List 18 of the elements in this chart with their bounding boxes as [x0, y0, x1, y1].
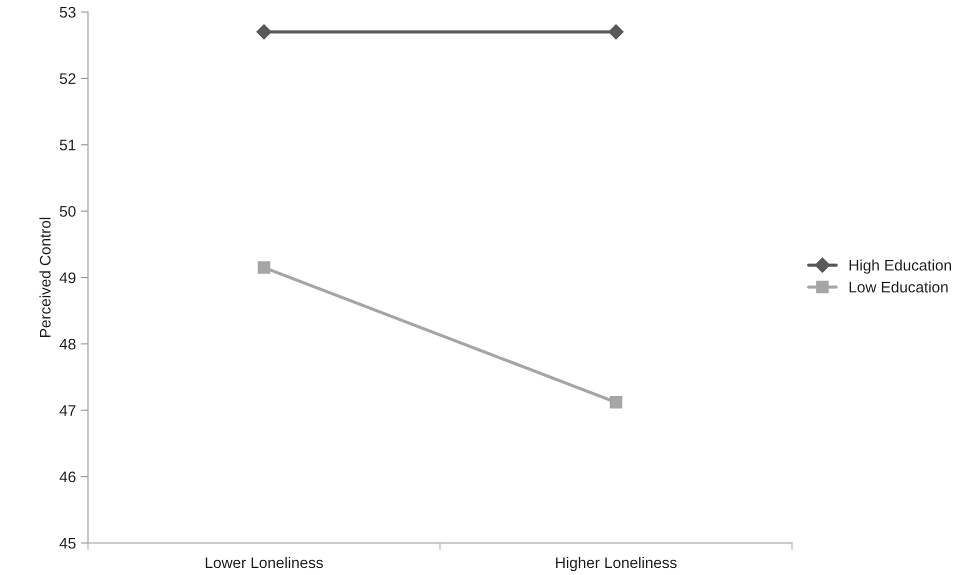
- point: [608, 24, 624, 40]
- y-tick-label: 45: [60, 538, 76, 549]
- y-tick-label: 51: [60, 140, 76, 150]
- y-tick-label: 49: [60, 272, 76, 284]
- x-tick-label: Lower Loneliness: [206, 556, 323, 568]
- y-tick-label: 47: [60, 405, 76, 416]
- point: [258, 261, 270, 274]
- y-tick-label: 53: [60, 6, 76, 18]
- y-tick-label: 48: [60, 338, 76, 350]
- legend-label: Low Education: [850, 281, 948, 293]
- point: [256, 24, 272, 40]
- y-tick-label: 52: [60, 73, 76, 84]
- y-axis-title: Perceived Control: [39, 218, 51, 337]
- legend-label: High Education: [850, 259, 952, 274]
- y-tick-label: 50: [60, 206, 76, 217]
- y-tick-label: 46: [60, 471, 76, 482]
- point: [610, 396, 622, 409]
- x-tick-label: Higher Loneliness: [556, 556, 677, 572]
